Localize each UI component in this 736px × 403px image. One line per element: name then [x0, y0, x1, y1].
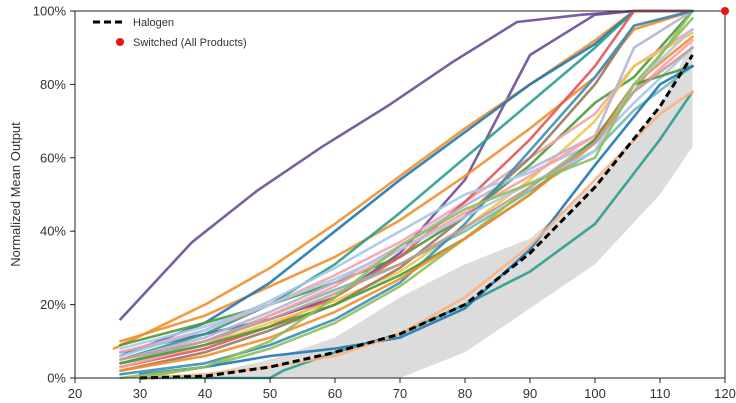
series-line-13 [119, 9, 694, 373]
x-tick-label: 70 [393, 386, 407, 401]
shaded-band [120, 40, 693, 379]
x-tick-label: 30 [133, 386, 147, 401]
x-tick-label: 120 [714, 386, 736, 401]
switched-point [721, 7, 729, 15]
series-line-3 [112, 9, 694, 350]
y-tick-label: 60% [40, 150, 66, 165]
y-tick-label: 80% [40, 77, 66, 92]
legend: Halogen Switched (All Products) [93, 17, 247, 49]
halogen-line [139, 54, 694, 380]
y-tick-label: 100% [33, 4, 67, 19]
y-tick-label: 40% [40, 224, 66, 239]
y-axis-title: Normalized Mean Output [8, 122, 23, 267]
series-line-11 [119, 9, 694, 361]
series-line-9 [119, 9, 694, 369]
x-tick-label: 50 [263, 386, 277, 401]
series-line-23 [138, 64, 694, 376]
x-tick-label: 90 [523, 386, 537, 401]
series-line-12 [119, 64, 694, 365]
series-line-25 [119, 16, 694, 380]
series-line-1 [119, 9, 694, 321]
series-line-21 [119, 46, 694, 361]
x-tick-label: 20 [68, 386, 82, 401]
series-line-19 [119, 35, 694, 373]
series-layer [112, 9, 694, 380]
legend-label: Switched (All Products) [133, 37, 247, 49]
y-tick-label: 20% [40, 297, 66, 312]
legend-label: Halogen [133, 17, 174, 29]
axes-layer: 0% 20% 40% 60% 80% 100% 20 30 40 50 60 70 80 90 100 110… [33, 4, 736, 402]
x-tick-label: 110 [650, 386, 671, 401]
x-tick-label: 100 [584, 386, 606, 401]
series-line-2 [119, 9, 694, 354]
x-tick-label: 40 [198, 386, 212, 401]
series-line-6 [119, 9, 694, 361]
halogen-layer [139, 54, 694, 380]
x-tick-label: 80 [458, 386, 472, 401]
band-layer [120, 40, 693, 379]
x-tick-label: 60 [328, 386, 342, 401]
series-line-5 [119, 9, 694, 358]
y-tick-label: 0% [47, 371, 66, 386]
legend-swatch-switched [116, 38, 124, 46]
